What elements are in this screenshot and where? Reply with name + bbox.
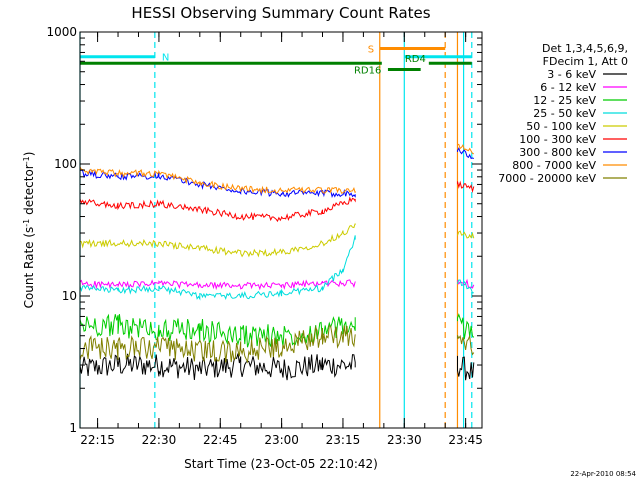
legend-label-0: 3 - 6 keV bbox=[547, 68, 596, 81]
series-line-5 bbox=[79, 180, 475, 223]
series-line-0 bbox=[79, 353, 475, 381]
legend-label-6: 300 - 800 keV bbox=[519, 146, 596, 159]
flag-label-0: N bbox=[162, 53, 169, 64]
flag-label-5: RD16 bbox=[354, 65, 381, 76]
y-tick-label-2: 100 bbox=[54, 157, 77, 171]
svg-text:Count Rate (s-1 detector-1): Count Rate (s-1 detector-1) bbox=[22, 152, 37, 309]
series-line-2 bbox=[79, 313, 475, 348]
series-lines bbox=[79, 142, 475, 381]
legend-header-detectors: Det 1,3,4,5,6,9, bbox=[542, 42, 628, 55]
y-label-superscript-2: -1 bbox=[22, 156, 31, 164]
x-tick-label-3: 23:00 bbox=[264, 433, 299, 447]
series-line-8 bbox=[79, 325, 475, 364]
generation-timestamp: 22-Apr-2010 08:54 bbox=[570, 470, 636, 478]
y-label-part-3: ) bbox=[22, 152, 36, 157]
series-line-1 bbox=[79, 278, 475, 291]
y-label-part-2: detector bbox=[22, 164, 36, 219]
flag-label-4: RD4 bbox=[405, 54, 426, 65]
y-tick-label-0: 1 bbox=[69, 421, 77, 435]
x-tick-label-2: 22:45 bbox=[203, 433, 238, 447]
series-line-7 bbox=[79, 142, 474, 195]
y-label-part-1: Count Rate (s bbox=[22, 227, 36, 309]
legend-label-2: 12 - 25 keV bbox=[533, 94, 596, 107]
legend: Det 1,3,4,5,6,9, FDecim 1, Att 0 3 - 6 k… bbox=[498, 42, 628, 185]
x-tick-label-5: 23:30 bbox=[387, 433, 422, 447]
legend-label-1: 6 - 12 keV bbox=[540, 81, 596, 94]
y-axis-label: Count Rate (s-1 detector-1) bbox=[22, 152, 37, 309]
x-tick-label-0: 22:15 bbox=[80, 433, 115, 447]
series-line-4 bbox=[79, 223, 475, 258]
legend-header-decimation: FDecim 1, Att 0 bbox=[543, 55, 628, 68]
instrument-state-lines bbox=[79, 32, 473, 428]
legend-label-5: 100 - 300 keV bbox=[519, 133, 596, 146]
legend-label-3: 25 - 50 keV bbox=[533, 107, 596, 120]
flag-label-2: S bbox=[368, 44, 374, 55]
legend-label-7: 800 - 7000 keV bbox=[512, 159, 596, 172]
plot-frame bbox=[79, 31, 483, 429]
plot-area: N S RD4 RD16 bbox=[79, 32, 475, 428]
legend-label-4: 50 - 100 keV bbox=[526, 120, 596, 133]
y-label-superscript-1: -1 bbox=[22, 219, 31, 227]
x-axis-label: Start Time (23-Oct-05 22:10:42) bbox=[184, 457, 378, 471]
chart-title: HESSI Observing Summary Count Rates bbox=[131, 4, 430, 22]
x-tick-label-6: 23:45 bbox=[448, 433, 483, 447]
y-tick-label-1: 10 bbox=[62, 289, 77, 303]
series-line-6 bbox=[79, 147, 474, 199]
y-tick-label-3: 1000 bbox=[46, 25, 77, 39]
series-line-3 bbox=[79, 235, 474, 301]
flag-bars: N S RD4 RD16 bbox=[80, 44, 472, 76]
legend-label-8: 7000 - 20000 keV bbox=[498, 172, 596, 185]
x-tick-label-1: 22:30 bbox=[142, 433, 177, 447]
x-tick-label-4: 23:15 bbox=[326, 433, 361, 447]
axes: 1 10 100 1000 22:15 22:30 22:45 23:00 23:15 23:30… bbox=[46, 25, 482, 447]
